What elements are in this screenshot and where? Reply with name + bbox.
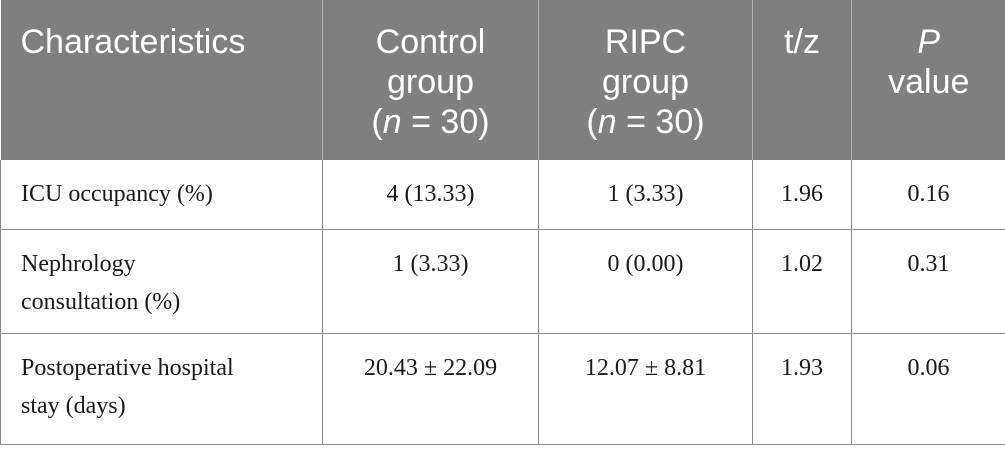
table-header: Characteristics Control group (n = 30) R…: [0, 0, 1005, 160]
row-p-value: 0.31: [851, 229, 1005, 334]
header-p-value: P value: [851, 0, 1005, 160]
row-p-value: 0.16: [851, 160, 1005, 230]
row-characteristic: Postoperative hospital stay (days): [0, 333, 323, 445]
header-control-n-open: (: [371, 103, 383, 141]
header-tz: t/z: [752, 0, 852, 160]
row-characteristic: Nephrology consultation (%): [0, 229, 323, 334]
row-tz-value: 1.02: [752, 229, 852, 334]
header-control-n: (n = 30): [335, 102, 526, 142]
row-characteristic-line1: ICU occupancy (%): [21, 181, 213, 207]
header-control-line2: group: [387, 63, 474, 101]
header-row: Characteristics Control group (n = 30) R…: [0, 0, 1005, 160]
header-ripc-n-var: n: [597, 103, 617, 141]
row-characteristic-line1: Nephrology: [21, 250, 136, 277]
table-row: ICU occupancy (%) 4 (13.33) 1 (3.33) 1.9…: [0, 160, 1005, 230]
header-p-line2: value: [888, 63, 970, 101]
header-control-group: Control group (n = 30): [322, 0, 539, 160]
row-tz-value: 1.93: [752, 333, 852, 445]
row-control-value: 20.43 ± 22.09: [322, 333, 539, 445]
header-control-line1: Control: [375, 23, 486, 61]
header-control-n-var: n: [382, 103, 402, 141]
row-characteristic-line2: consultation (%): [21, 288, 181, 315]
row-characteristic-line2: stay (days): [21, 392, 126, 419]
row-control-value: 1 (3.33): [322, 229, 539, 334]
header-ripc-line2: group: [602, 63, 689, 101]
table-row: Postoperative hospital stay (days) 20.43…: [0, 333, 1005, 445]
header-ripc-group: RIPC group (n = 30): [538, 0, 753, 160]
header-characteristics: Characteristics: [0, 0, 323, 160]
row-ripc-value: 12.07 ± 8.81: [538, 333, 753, 445]
header-ripc-n: (n = 30): [551, 102, 740, 142]
results-table: Characteristics Control group (n = 30) R…: [0, 0, 1005, 445]
header-control-n-rest: = 30): [401, 103, 490, 141]
row-characteristic-line1: Postoperative hospital: [21, 354, 234, 381]
table-body: ICU occupancy (%) 4 (13.33) 1 (3.33) 1.9…: [0, 160, 1005, 445]
row-control-value: 4 (13.33): [322, 160, 539, 230]
row-ripc-value: 0 (0.00): [538, 229, 753, 334]
header-p-var: P: [917, 23, 941, 61]
header-ripc-line1: RIPC: [604, 23, 687, 61]
row-ripc-value: 1 (3.33): [538, 160, 753, 230]
row-tz-value: 1.96: [752, 160, 852, 230]
row-p-value: 0.06: [851, 333, 1005, 445]
row-characteristic: ICU occupancy (%): [0, 160, 323, 230]
header-ripc-n-open: (: [586, 103, 598, 141]
table-row: Nephrology consultation (%) 1 (3.33) 0 (…: [0, 229, 1005, 334]
header-ripc-n-rest: = 30): [616, 103, 705, 141]
